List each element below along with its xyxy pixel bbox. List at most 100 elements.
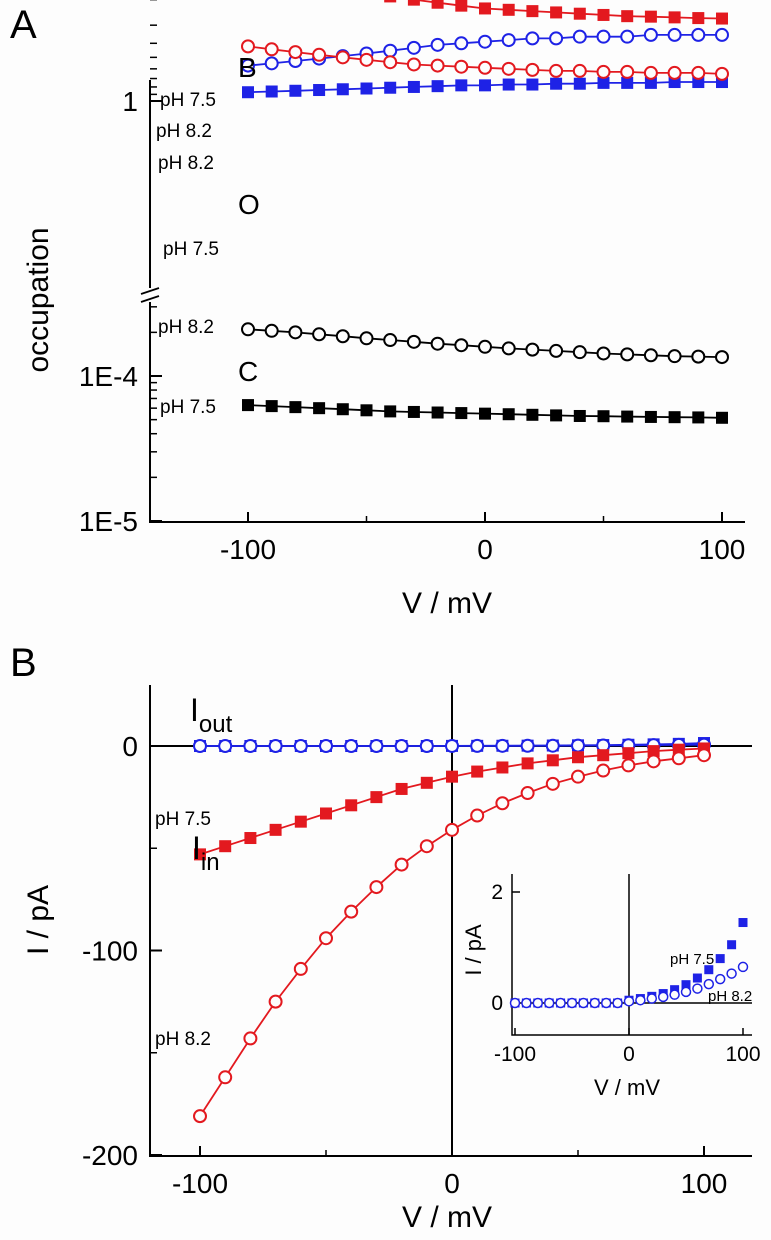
data-point xyxy=(241,39,255,54)
annotation-c-ph82: pH 8.2 xyxy=(158,317,214,338)
annotation-o-ph75: pH 7.5 xyxy=(163,239,219,260)
panel-a-label: A xyxy=(10,3,37,47)
inset-y-axis-label: I / pA xyxy=(461,924,486,976)
x-tick-label: -100 xyxy=(494,1043,536,1066)
data-point xyxy=(454,338,469,353)
annotation-b-ph75: pH 7.5 xyxy=(160,90,216,111)
data-point xyxy=(479,79,491,92)
data-point xyxy=(738,918,748,928)
data-point xyxy=(502,3,515,16)
state-label-c: C xyxy=(238,356,258,387)
data-point xyxy=(550,6,563,19)
data-point xyxy=(496,761,509,774)
data-point xyxy=(312,327,327,342)
data-point xyxy=(370,791,383,804)
data-point xyxy=(265,85,278,98)
inset-annotation-ph75: pH 7.5 xyxy=(670,951,714,968)
data-point xyxy=(509,997,521,1009)
data-point xyxy=(520,786,535,801)
data-point xyxy=(502,408,515,421)
label-i-in-sub: in xyxy=(201,849,220,876)
data-point xyxy=(621,76,634,89)
label-i-in: Iin xyxy=(192,830,220,876)
data-point xyxy=(420,776,433,789)
data-point xyxy=(543,997,555,1009)
series-c-ph75 xyxy=(242,399,728,424)
data-point xyxy=(383,55,398,70)
data-point xyxy=(383,333,398,348)
data-point xyxy=(715,66,729,81)
data-point xyxy=(596,763,611,778)
data-point xyxy=(573,7,586,20)
y-tick-label: 2 xyxy=(491,881,503,904)
series-b-ph75 xyxy=(242,76,728,99)
data-point xyxy=(269,823,282,836)
data-point xyxy=(668,11,681,24)
data-point xyxy=(479,407,491,420)
data-point xyxy=(532,997,544,1009)
annotation-in-ph75: pH 7.5 xyxy=(155,809,211,830)
data-point xyxy=(244,832,257,845)
data-point xyxy=(596,346,611,361)
data-point xyxy=(384,405,397,418)
data-point xyxy=(644,10,657,23)
data-point xyxy=(345,799,358,812)
data-point xyxy=(383,43,398,58)
data-point xyxy=(596,64,611,79)
chart-a-axis-break xyxy=(140,287,160,303)
data-point xyxy=(526,78,539,91)
data-point xyxy=(478,60,492,75)
data-point xyxy=(419,839,434,854)
data-point xyxy=(407,0,420,6)
data-point xyxy=(644,76,657,89)
data-point xyxy=(716,12,728,25)
data-point xyxy=(692,12,705,25)
chart-a-axes xyxy=(149,80,745,523)
data-point xyxy=(525,342,540,357)
data-point xyxy=(521,757,534,770)
data-point xyxy=(621,10,634,23)
data-point xyxy=(643,27,658,42)
series-o-ph82 xyxy=(241,39,729,81)
data-point xyxy=(243,739,258,753)
data-point xyxy=(692,973,702,983)
data-point xyxy=(667,349,682,364)
data-point xyxy=(727,940,737,950)
series-o-ph75 xyxy=(384,0,728,25)
data-point xyxy=(681,980,691,990)
data-point xyxy=(294,815,307,828)
annotation-c-ph75: pH 7.5 xyxy=(160,397,216,418)
y-tick-label: 1E-5 xyxy=(79,506,138,537)
x-tick-label: 100 xyxy=(725,1043,760,1066)
data-point xyxy=(597,749,610,762)
chart-a-x-axis-label: V / mV xyxy=(402,587,492,620)
data-point xyxy=(550,409,563,422)
chart-b-y-axis-label: I / pA xyxy=(22,885,55,955)
data-point xyxy=(335,50,350,65)
data-point xyxy=(219,840,232,853)
data-point xyxy=(571,769,585,784)
data-point xyxy=(597,8,610,21)
state-label-o: O xyxy=(238,189,260,220)
y-tick-label: -100 xyxy=(82,936,138,967)
data-point xyxy=(446,770,458,783)
data-point xyxy=(369,739,384,753)
data-point xyxy=(430,37,445,52)
data-point xyxy=(667,27,682,42)
data-point xyxy=(573,77,586,90)
data-point xyxy=(479,2,491,15)
x-tick-label: 0 xyxy=(444,1168,460,1199)
data-point xyxy=(313,402,326,415)
data-point xyxy=(597,410,610,423)
data-point xyxy=(572,345,587,360)
data-point xyxy=(545,776,560,791)
data-point xyxy=(680,986,692,998)
data-point xyxy=(715,27,729,42)
data-point xyxy=(623,996,635,1007)
data-point xyxy=(600,997,612,1009)
label-i-out: Iout xyxy=(190,692,233,738)
data-point xyxy=(395,782,408,795)
data-point xyxy=(657,991,669,1003)
data-point xyxy=(194,848,206,861)
